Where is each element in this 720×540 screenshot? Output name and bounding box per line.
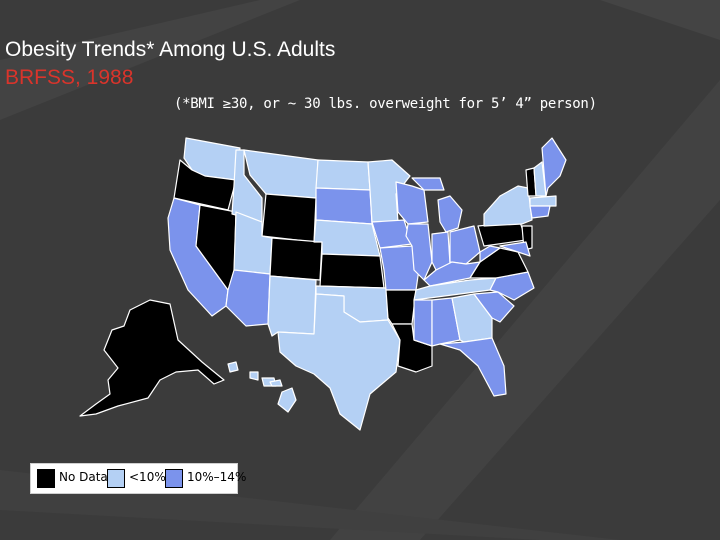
state-texas <box>277 293 401 431</box>
legend-swatch-10-14 <box>165 469 183 488</box>
state-massachusetts <box>529 195 557 207</box>
state-mississippi <box>413 299 433 347</box>
legend-swatch-no-data <box>37 469 55 488</box>
state-hawaii-kauai <box>227 361 239 373</box>
state-hawaii-molokai <box>269 379 283 387</box>
state-minnesota <box>367 159 411 223</box>
map-legend: No Data <10% 10%–14% <box>30 463 246 494</box>
state-south-dakota <box>315 187 373 225</box>
state-maine <box>541 137 567 197</box>
state-new-york <box>483 185 533 227</box>
state-illinois <box>405 223 433 281</box>
state-florida <box>439 337 507 397</box>
state-north-dakota <box>315 159 371 191</box>
legend-label-10-14: 10%–14% <box>187 470 247 484</box>
slide-title: Obesity Trends* Among U.S. Adults <box>5 38 336 61</box>
state-arizona <box>225 269 271 327</box>
state-south-carolina <box>473 291 515 323</box>
state-new-mexico <box>267 275 317 337</box>
state-ohio <box>449 225 481 265</box>
bmi-note: (*BMI ≥30, or ~ 30 lbs. overweight for 5… <box>174 96 597 112</box>
state-hawaii-main <box>277 387 297 413</box>
state-connecticut-ri <box>529 205 551 219</box>
state-wyoming <box>261 193 317 243</box>
state-idaho <box>231 149 263 223</box>
state-arkansas <box>385 289 417 325</box>
state-kansas <box>319 253 385 289</box>
state-michigan-up <box>411 177 445 191</box>
legend-label-no-data: No Data <box>59 470 108 484</box>
state-nebraska <box>313 219 381 257</box>
state-alaska <box>79 299 225 417</box>
state-michigan <box>437 195 463 233</box>
state-wisconsin <box>395 181 429 225</box>
state-colorado <box>269 237 323 281</box>
state-hawaii-oahu <box>249 371 259 381</box>
slide-subtitle: BRFSS, 1988 <box>5 66 134 89</box>
state-west-virginia <box>479 245 501 263</box>
legend-swatch-less-10 <box>107 469 125 488</box>
state-alabama <box>431 297 461 347</box>
state-maryland-delaware <box>499 241 531 257</box>
legend-label-less-10: <10% <box>129 470 166 484</box>
state-louisiana <box>391 323 433 373</box>
